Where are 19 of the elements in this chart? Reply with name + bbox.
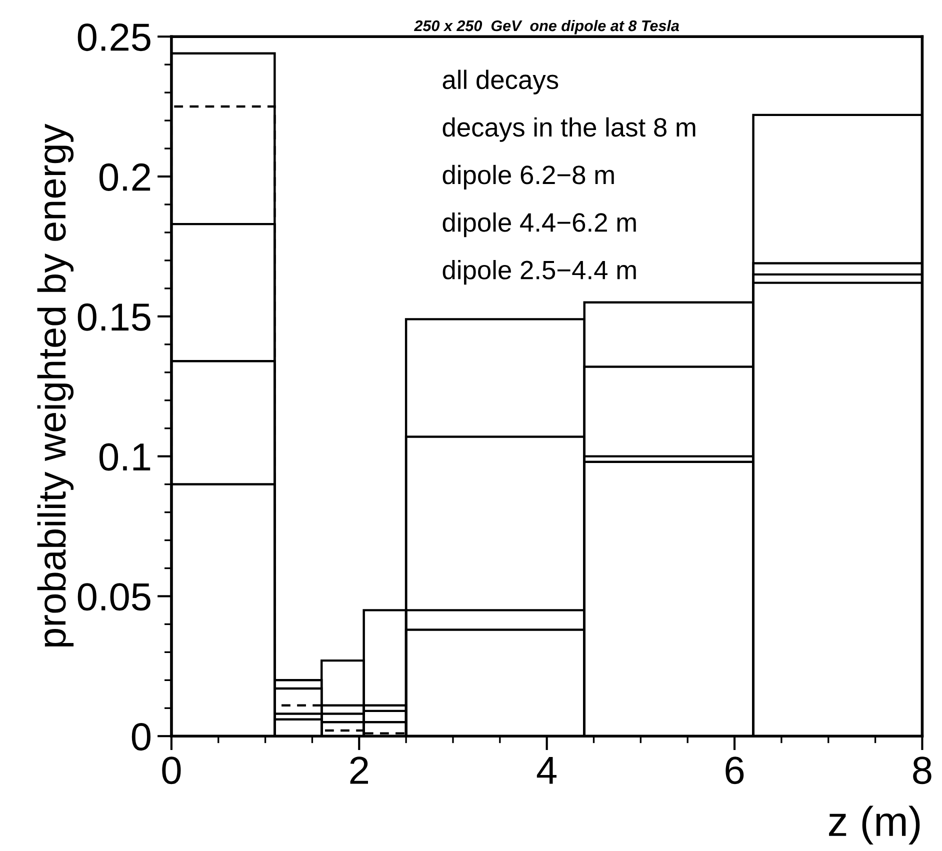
x-tick-label: 8 — [913, 756, 932, 784]
x-tick-label: 4 — [536, 756, 557, 784]
y-tick-label: 0.2 — [99, 163, 150, 191]
x-axis-title: z (m) — [829, 806, 920, 845]
y-tick-label: 0.25 — [78, 24, 150, 52]
annotation: dipole 4.4−6.2 m — [442, 212, 636, 238]
y-axis-title: probability weighted by energy — [37, 124, 74, 646]
annotation: decays in the last 8 m — [442, 117, 696, 142]
chart-title: 250 x 250 GeV one dipole at 8 Tesla — [414, 20, 679, 34]
annotation: all decays — [442, 70, 558, 94]
annotation: dipole 2.5−4.4 m — [442, 260, 636, 285]
y-tick-label: 0.05 — [78, 583, 150, 611]
x-tick-label: 2 — [350, 756, 368, 784]
y-tick-label: 0.15 — [78, 303, 150, 331]
y-tick-label: 0 — [132, 723, 150, 751]
annotation: dipole 6.2−8 m — [442, 164, 614, 190]
x-tick-label: 0 — [162, 756, 181, 784]
y-tick-label: 0.1 — [99, 443, 150, 471]
x-tick-label: 6 — [726, 756, 744, 784]
